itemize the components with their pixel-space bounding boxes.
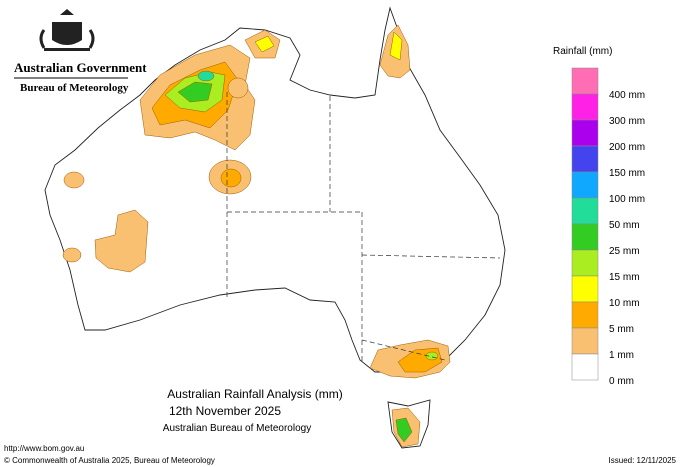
legend-label: 15 mm [609,272,640,283]
legend-swatch [571,353,599,381]
map-title: Australian Rainfall Analysis (mm) [167,387,342,401]
map [44,6,506,449]
legend-swatch [571,119,599,147]
legend-label: 50 mm [609,220,640,231]
issued: Issued: 12/11/2025 [609,456,677,465]
legend-label: 1 mm [609,350,634,361]
legend-swatch [571,171,599,199]
legend-title: Rainfall (mm) [553,46,612,57]
legend-swatch [571,145,599,173]
legend-swatch [571,67,599,95]
legend-label: 0 mm [609,376,634,387]
legend-label: 25 mm [609,246,640,257]
copyright: © Commonwealth of Australia 2025, Bureau… [4,456,215,465]
logo [39,9,95,51]
legend-label: 150 mm [609,168,645,179]
agency-name: Bureau of Meteorology [20,82,129,94]
map-source: Australian Bureau of Meteorology [163,423,311,434]
legend-label: 100 mm [609,194,645,205]
legend-label: 300 mm [609,116,645,127]
legend-swatch [571,249,599,277]
legend-label: 400 mm [609,90,645,101]
legend-swatch [571,93,599,121]
legend-swatch [571,301,599,329]
map-date: 12th November 2025 [169,404,281,418]
legend-swatch [571,327,599,355]
state-borders [226,92,501,362]
url: http://www.bom.gov.au [4,444,84,453]
legend-swatch [571,197,599,225]
government-name: Australian Government [14,60,147,75]
legend-label: 200 mm [609,142,645,153]
legend-swatch [571,223,599,251]
legend-label: 10 mm [609,298,640,309]
legend: 400 mm 300 mm 200 mm 150 mm 100 mm 50 mm 25 mm… [571,67,645,387]
legend-label: 5 mm [609,324,634,335]
rain-areas [62,24,451,448]
legend-swatch [571,275,599,303]
